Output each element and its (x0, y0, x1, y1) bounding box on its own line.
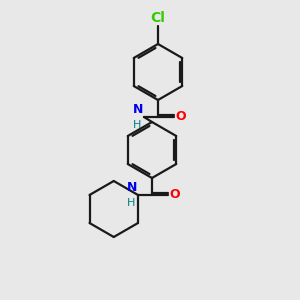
Text: O: O (169, 188, 180, 202)
Text: Cl: Cl (151, 11, 165, 25)
Text: H: H (133, 120, 141, 130)
Text: N: N (133, 103, 143, 116)
Text: H: H (127, 198, 135, 208)
Text: O: O (175, 110, 186, 124)
Text: N: N (127, 181, 137, 194)
